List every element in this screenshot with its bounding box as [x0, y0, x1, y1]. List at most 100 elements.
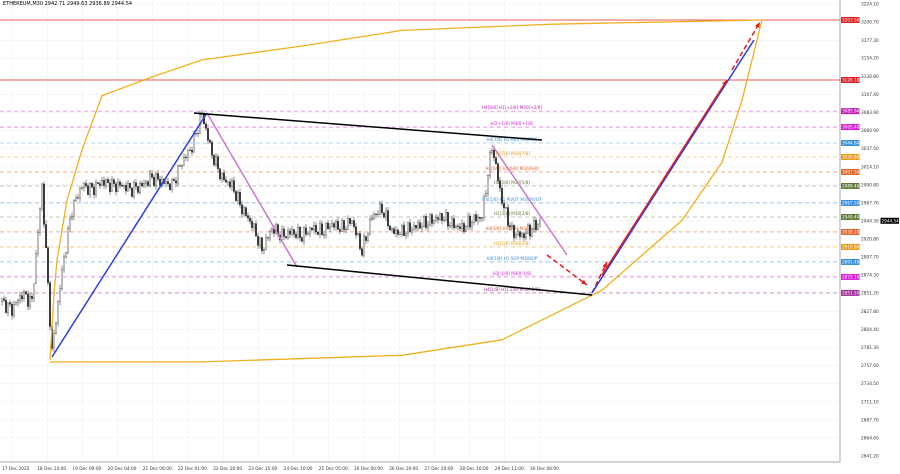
- candle: [455, 225, 457, 228]
- arc-upper: [49, 19, 763, 361]
- candle: [117, 181, 119, 192]
- candle: [243, 207, 245, 215]
- candle: [335, 221, 337, 228]
- candle: [55, 323, 57, 334]
- arrow-line: [591, 261, 608, 294]
- candle: [429, 214, 431, 226]
- candle: [363, 236, 365, 256]
- candle: [137, 186, 139, 193]
- price-tag: [841, 199, 860, 206]
- candle: [391, 228, 393, 231]
- candle: [399, 234, 401, 235]
- candle: [409, 222, 411, 233]
- candle: [515, 234, 517, 238]
- candle: [159, 178, 161, 186]
- price-tag: [841, 76, 860, 83]
- candle: [315, 225, 317, 233]
- candle: [271, 228, 273, 232]
- candle: [423, 216, 425, 227]
- candle: [151, 173, 153, 178]
- candle: [217, 156, 219, 170]
- candle: [83, 183, 85, 188]
- candle: [103, 180, 105, 186]
- candle: [257, 236, 259, 246]
- candle: [311, 227, 313, 231]
- candle: [19, 295, 21, 301]
- arc-lower: [50, 19, 763, 363]
- candle: [343, 220, 345, 230]
- candle: [91, 183, 93, 188]
- candle: [185, 156, 187, 158]
- candle: [207, 128, 209, 141]
- candle: [355, 226, 357, 236]
- price-tick-label: 2944.30: [861, 218, 879, 224]
- candle: [37, 232, 39, 254]
- candle: [297, 227, 299, 238]
- price-tag-label: 3085.94: [842, 109, 860, 114]
- price-tag: [841, 228, 860, 235]
- candle: [191, 150, 193, 153]
- candle: [337, 221, 339, 230]
- candle: [187, 149, 189, 158]
- price-tick-label: 3083.90: [861, 110, 879, 116]
- candle: [507, 207, 509, 226]
- price-tag-label: 3007.50: [842, 169, 860, 174]
- price-tick-label: 2664.60: [861, 435, 879, 441]
- level-label: H4[8/8] H1[+2/8] M30[+2/8]: [482, 105, 543, 110]
- candle: [333, 223, 335, 228]
- price-tag: [841, 124, 860, 131]
- candle: [195, 133, 197, 135]
- candle: [537, 223, 539, 230]
- price-tag: [841, 243, 860, 250]
- candle: [359, 233, 361, 249]
- price-tick-label: 2687.70: [861, 417, 879, 423]
- candle: [527, 224, 529, 234]
- candle: [327, 222, 329, 230]
- candle: [299, 227, 301, 238]
- candle: [375, 213, 377, 215]
- candle: [309, 227, 311, 234]
- price-tag: [841, 214, 860, 221]
- candle: [323, 234, 325, 236]
- candle: [513, 224, 515, 238]
- candle: [119, 181, 121, 186]
- candle: [441, 213, 443, 221]
- candle: [467, 215, 469, 227]
- candle: [475, 214, 477, 222]
- candle: [129, 182, 131, 188]
- candle: [75, 197, 77, 201]
- time-tick-label: 25 Dec 05:00: [319, 466, 348, 472]
- candle: [305, 227, 307, 235]
- level-label: H4[5/8] H1 PIVOT M30PIVOT: [482, 197, 542, 202]
- candle: [497, 163, 499, 181]
- candle: [229, 181, 231, 188]
- price-tag-label: 2910.80: [842, 244, 860, 249]
- candle: [353, 220, 355, 227]
- arrow-line: [601, 79, 728, 276]
- candle: [81, 187, 83, 189]
- current-price-tag: [880, 217, 899, 224]
- candle: [225, 179, 227, 183]
- candle: [197, 133, 199, 134]
- trend-line: [286, 264, 593, 296]
- candle: [453, 218, 455, 228]
- time-tick-label: 29 Dec 11:00: [495, 466, 524, 472]
- price-tick-label: 3037.50: [861, 146, 879, 152]
- candle: [371, 218, 373, 220]
- candle: [533, 220, 535, 230]
- candle: [93, 187, 95, 195]
- candle: [519, 231, 521, 237]
- time-axis: [0, 462, 900, 474]
- candle: [529, 224, 531, 237]
- candle: [447, 212, 449, 227]
- candle: [331, 223, 333, 228]
- candle: [303, 227, 305, 242]
- candle: [9, 302, 11, 305]
- price-tag: [841, 289, 860, 296]
- price-tick-label: 2827.80: [861, 309, 879, 315]
- price-tick-label: 2804.40: [861, 327, 879, 333]
- level-label: H1[3/8] M30[3/8]: [494, 211, 530, 216]
- candle: [45, 224, 47, 248]
